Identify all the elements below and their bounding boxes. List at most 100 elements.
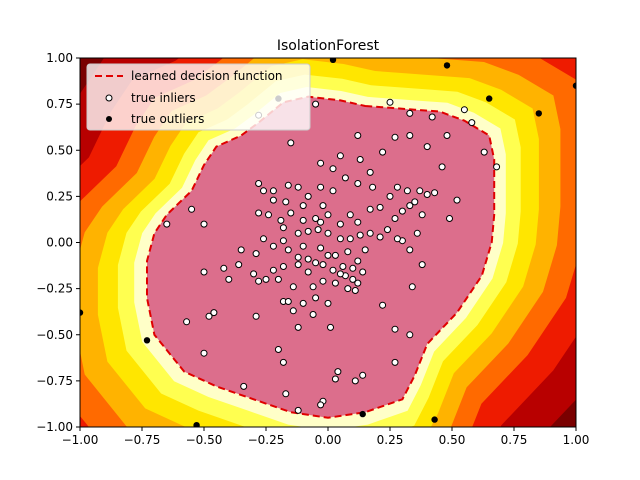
inlier-point bbox=[379, 148, 387, 156]
inlier-point bbox=[183, 318, 191, 326]
inlier-point bbox=[403, 187, 411, 195]
inlier-point bbox=[376, 203, 384, 211]
inlier-point bbox=[279, 358, 287, 366]
inlier-point bbox=[312, 215, 320, 222]
x-tick-label: 0.50 bbox=[439, 433, 466, 447]
inlier-point bbox=[200, 268, 208, 276]
inlier-point bbox=[265, 211, 272, 219]
legend-outlier-swatch bbox=[106, 116, 112, 122]
y-tick-label: −0.50 bbox=[36, 328, 73, 342]
inlier-point bbox=[331, 251, 339, 259]
inlier-point bbox=[255, 180, 263, 187]
inlier-point bbox=[359, 371, 367, 379]
inlier-point bbox=[319, 261, 327, 269]
inlier-point bbox=[406, 132, 414, 139]
inlier-point bbox=[260, 235, 267, 243]
inlier-point bbox=[349, 264, 357, 272]
inlier-point bbox=[354, 218, 362, 226]
inlier-point bbox=[354, 132, 362, 139]
inlier-point bbox=[393, 183, 401, 191]
inlier-point bbox=[468, 119, 476, 127]
inlier-point bbox=[453, 196, 461, 204]
inlier-point bbox=[391, 325, 399, 333]
inlier-point bbox=[411, 198, 419, 206]
inlier-point bbox=[391, 358, 399, 366]
inlier-point bbox=[277, 216, 285, 224]
x-tick-label: −0.75 bbox=[124, 433, 161, 447]
inlier-point bbox=[331, 279, 339, 287]
inlier-point bbox=[279, 263, 287, 270]
outlier-point bbox=[443, 62, 451, 69]
inlier-point bbox=[336, 235, 344, 243]
inlier-point bbox=[480, 148, 488, 156]
y-tick-label: −0.25 bbox=[36, 282, 73, 296]
inlier-point bbox=[366, 168, 374, 176]
inlier-point bbox=[200, 349, 208, 357]
inlier-point bbox=[423, 143, 431, 151]
inlier-point bbox=[324, 251, 332, 259]
x-tick-label: −0.50 bbox=[186, 433, 223, 447]
inlier-point bbox=[369, 183, 377, 191]
inlier-point bbox=[324, 299, 332, 307]
inlier-point bbox=[252, 312, 260, 320]
inlier-point bbox=[327, 323, 334, 331]
inlier-point bbox=[354, 257, 362, 265]
inlier-point bbox=[200, 220, 208, 228]
inlier-point bbox=[205, 312, 213, 320]
inlier-point bbox=[284, 246, 292, 254]
inlier-point bbox=[329, 187, 337, 195]
inlier-point bbox=[240, 382, 248, 390]
inlier-point bbox=[262, 275, 270, 283]
inlier-point bbox=[269, 266, 277, 274]
x-tick-label: 1.00 bbox=[563, 433, 590, 447]
inlier-point bbox=[428, 113, 436, 121]
inlier-point bbox=[294, 183, 302, 191]
inlier-point bbox=[346, 235, 354, 243]
inlier-point bbox=[255, 277, 263, 285]
inlier-point bbox=[391, 215, 399, 222]
legend-label-decision-function: learned decision function bbox=[131, 69, 283, 83]
inlier-point bbox=[336, 270, 344, 278]
inlier-point bbox=[279, 237, 287, 245]
inlier-point bbox=[354, 279, 362, 287]
inlier-point bbox=[336, 152, 344, 160]
inlier-point bbox=[391, 133, 399, 141]
inlier-point bbox=[418, 261, 426, 269]
inlier-point bbox=[312, 100, 320, 108]
inlier-point bbox=[393, 235, 401, 243]
inlier-point bbox=[294, 253, 302, 261]
inlier-point bbox=[344, 248, 352, 256]
inlier-point bbox=[282, 198, 290, 206]
inlier-point bbox=[317, 159, 325, 167]
inlier-point bbox=[329, 165, 337, 173]
inlier-point bbox=[274, 346, 282, 353]
y-tick-label: −0.75 bbox=[36, 374, 73, 388]
inlier-point bbox=[334, 368, 342, 376]
true-inliers-points bbox=[163, 98, 501, 414]
legend: learned decision function true inliers t… bbox=[86, 63, 311, 131]
y-tick-label: 0.00 bbox=[46, 236, 73, 250]
y-tick-label: 0.25 bbox=[46, 189, 73, 203]
inlier-point bbox=[252, 250, 260, 258]
outlier-point bbox=[143, 337, 151, 344]
inlier-point bbox=[361, 246, 369, 254]
learned-decision-function-line bbox=[146, 95, 496, 419]
inlier-point bbox=[309, 311, 317, 318]
outlier-point bbox=[80, 309, 84, 316]
inlier-point bbox=[304, 192, 312, 200]
y-tick-label: −1.00 bbox=[36, 420, 73, 434]
outlier-point bbox=[572, 82, 576, 89]
inlier-point bbox=[336, 220, 344, 228]
inlier-point bbox=[235, 261, 243, 269]
inlier-point bbox=[255, 209, 263, 217]
inlier-point bbox=[384, 226, 391, 234]
x-tick-label: 0.25 bbox=[377, 433, 404, 447]
inlier-point bbox=[356, 231, 364, 239]
inlier-point bbox=[299, 216, 307, 224]
inlier-point bbox=[294, 323, 302, 331]
inlier-point bbox=[279, 224, 287, 232]
inlier-point bbox=[225, 275, 233, 283]
inlier-point bbox=[324, 211, 332, 219]
